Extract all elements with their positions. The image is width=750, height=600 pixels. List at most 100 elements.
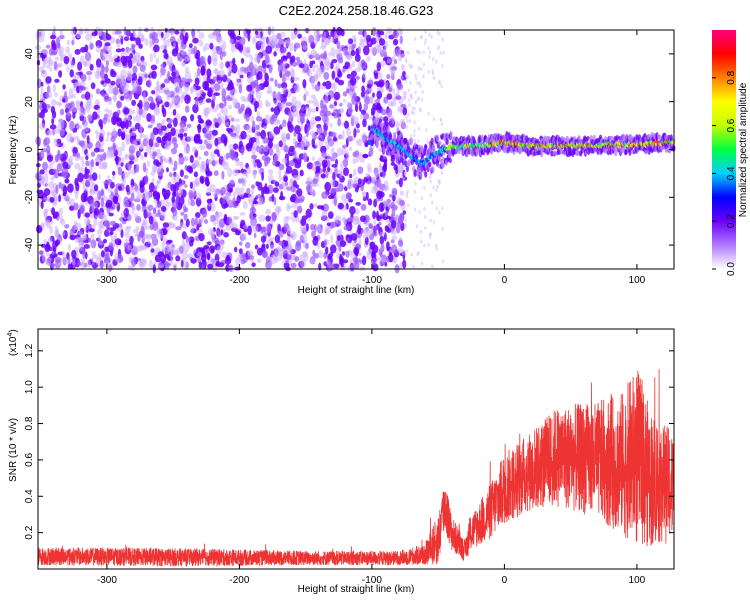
noise-cell xyxy=(386,27,393,35)
noise-cell xyxy=(395,92,400,99)
noise-cell xyxy=(163,254,170,259)
noise-cell xyxy=(406,119,409,124)
noise-cell xyxy=(44,173,49,183)
noise-cell xyxy=(179,169,184,177)
noise-cell xyxy=(100,91,105,97)
noise-cell xyxy=(42,58,46,69)
noise-cell xyxy=(413,138,416,143)
noise-cell xyxy=(293,210,298,218)
noise-cell xyxy=(104,78,111,84)
noise-cell xyxy=(342,144,347,149)
noise-cell xyxy=(161,135,168,142)
noise-cell xyxy=(378,221,382,226)
noise-cell xyxy=(84,217,91,226)
noise-cell xyxy=(255,90,262,100)
noise-cell xyxy=(186,165,193,173)
signal-cell xyxy=(367,125,371,131)
noise-cell xyxy=(40,29,46,39)
noise-cell xyxy=(290,178,294,186)
noise-cell xyxy=(160,125,167,131)
noise-cell xyxy=(390,239,395,244)
noise-cell xyxy=(118,239,122,246)
noise-cell xyxy=(297,115,301,125)
noise-cell xyxy=(213,117,218,124)
noise-cell xyxy=(360,203,367,211)
noise-cell xyxy=(117,109,121,115)
noise-cell xyxy=(339,240,347,248)
noise-cell xyxy=(190,114,195,122)
noise-cell xyxy=(169,29,174,36)
noise-cell xyxy=(297,198,304,203)
noise-cell xyxy=(251,202,255,213)
noise-cell xyxy=(254,130,260,140)
noise-cell xyxy=(417,139,420,144)
noise-cell xyxy=(161,119,166,125)
noise-cell xyxy=(344,51,349,55)
noise-cell xyxy=(125,184,130,193)
noise-cell xyxy=(263,137,268,144)
noise-cell xyxy=(202,80,209,91)
noise-cell xyxy=(323,71,330,80)
noise-cell xyxy=(384,210,388,218)
noise-cell xyxy=(347,107,353,114)
noise-cell xyxy=(240,130,247,140)
noise-cell xyxy=(183,213,188,221)
noise-cell xyxy=(71,249,77,259)
noise-cell xyxy=(371,27,377,37)
noise-cell xyxy=(269,116,275,125)
noise-cell xyxy=(40,86,44,95)
noise-cell xyxy=(321,215,327,220)
noise-cell xyxy=(177,56,183,62)
noise-cell xyxy=(277,83,282,89)
noise-cell xyxy=(268,35,274,44)
signal-cell xyxy=(449,135,453,141)
noise-cell xyxy=(192,37,199,44)
noise-cell xyxy=(342,91,348,97)
noise-cell xyxy=(219,116,226,124)
noise-cell xyxy=(240,145,245,156)
noise-cell xyxy=(189,154,194,164)
signal-cell xyxy=(375,136,379,145)
noise-cell xyxy=(269,147,274,156)
noise-cell xyxy=(376,102,380,111)
noise-cell xyxy=(84,126,90,132)
noise-cell xyxy=(251,82,257,88)
noise-cell xyxy=(195,212,201,218)
noise-cell xyxy=(403,171,407,176)
noise-cell xyxy=(200,177,205,185)
noise-cell xyxy=(282,137,287,146)
noise-cell xyxy=(320,205,325,211)
noise-cell xyxy=(347,135,353,142)
noise-cell xyxy=(128,107,133,116)
noise-cell xyxy=(182,61,186,67)
noise-cell xyxy=(182,205,186,210)
noise-cell xyxy=(198,32,205,39)
spectrogram-signal xyxy=(367,115,676,180)
noise-cell xyxy=(161,241,165,251)
noise-cell xyxy=(290,31,297,40)
noise-cell xyxy=(105,60,109,67)
noise-cell xyxy=(206,68,212,78)
noise-cell xyxy=(158,128,164,136)
noise-cell xyxy=(384,32,388,40)
noise-cell xyxy=(350,84,358,89)
noise-cell xyxy=(163,78,171,84)
noise-cell xyxy=(149,38,152,49)
noise-cell xyxy=(82,248,86,259)
noise-cell xyxy=(339,170,343,179)
noise-cell xyxy=(71,106,78,113)
noise-cell xyxy=(117,253,123,264)
noise-cell xyxy=(337,57,344,64)
noise-cell xyxy=(153,106,161,116)
noise-cell xyxy=(207,90,212,97)
noise-cell xyxy=(399,214,405,219)
noise-cell xyxy=(283,240,289,247)
noise-cell xyxy=(124,153,128,161)
noise-cell xyxy=(43,210,48,219)
noise-cell xyxy=(151,90,156,95)
noise-cell xyxy=(83,233,87,240)
noise-cell xyxy=(170,147,178,155)
noise-cell xyxy=(160,63,166,68)
noise-cell xyxy=(183,174,189,179)
noise-cell xyxy=(256,161,263,168)
